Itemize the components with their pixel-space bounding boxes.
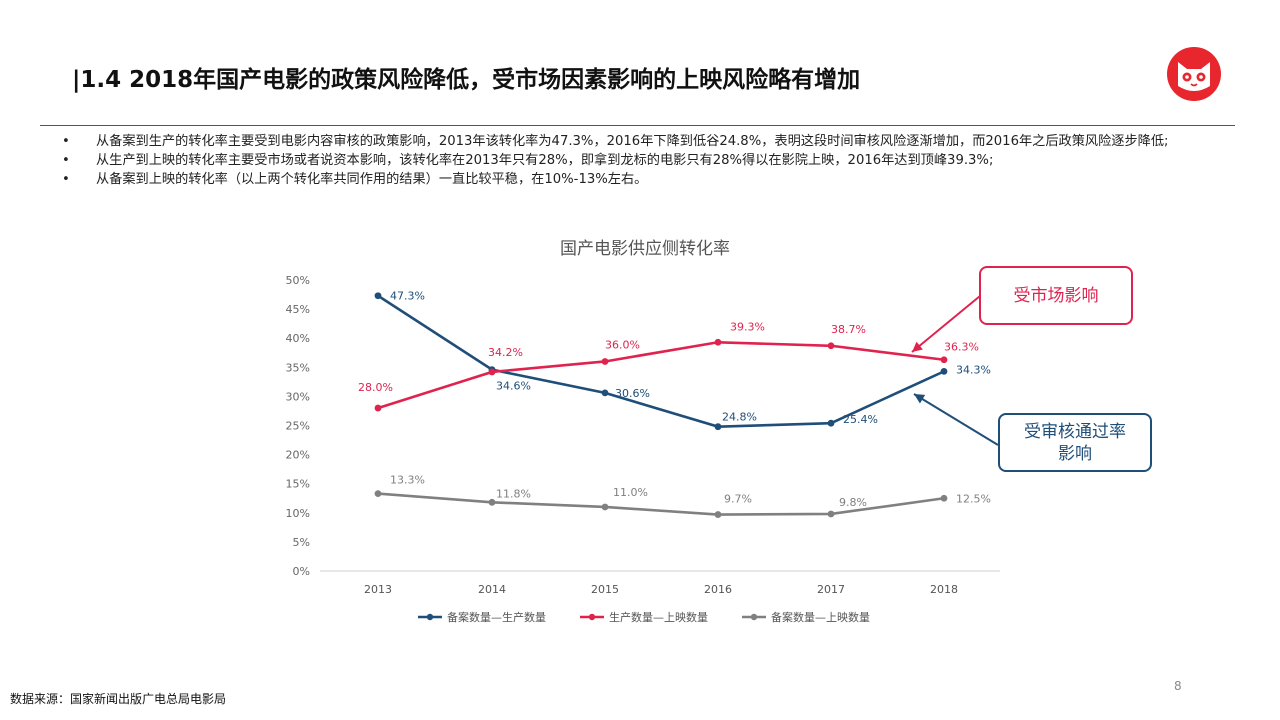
y-tick-label: 10% <box>286 507 310 520</box>
data-label: 9.7% <box>724 493 752 506</box>
data-label: 34.3% <box>956 363 991 376</box>
data-label: 34.2% <box>488 346 523 359</box>
series-production-release-point <box>374 404 382 412</box>
x-tick-label: 2017 <box>817 583 845 596</box>
data-source: 数据来源：国家新闻出版广电总局电影局 <box>10 692 227 706</box>
series-production-release-point <box>488 368 496 376</box>
data-label: 13.3% <box>390 474 425 487</box>
series-review-release-point <box>374 490 382 497</box>
y-tick-label: 35% <box>286 361 310 374</box>
legend-swatch-marker <box>426 613 434 621</box>
data-label: 9.8% <box>839 496 867 509</box>
series-review-production-point <box>827 419 835 427</box>
bullet-list: • 从备案到生产的转化率主要受到电影内容审核的政策影响，2013年该转化率为47… <box>62 132 1222 189</box>
series-production-release-line <box>377 340 945 410</box>
series-review-release-point <box>940 494 948 502</box>
series-production-release-point <box>940 356 948 364</box>
y-tick-label: 25% <box>286 420 310 433</box>
bullet-text: 从生产到上映的转化率主要受市场或者说资本影响，该转化率在2013年只有28%，即… <box>96 153 994 168</box>
chart-title: 国产电影供应侧转化率 <box>560 239 730 259</box>
series-review-production-line <box>377 294 945 428</box>
legend-swatch-marker <box>588 613 596 621</box>
data-label: 39.3% <box>730 320 765 333</box>
y-tick-label: 15% <box>286 478 310 491</box>
series-production-release-point <box>601 358 609 365</box>
data-label: 11.0% <box>613 486 648 499</box>
series-review-production-point <box>940 367 948 375</box>
series-review-release-point <box>714 511 722 518</box>
data-label: 25.4% <box>843 413 878 426</box>
market-arrow <box>911 295 981 353</box>
legend-label: 生产数量—上映数量 <box>609 610 708 624</box>
bullet-item: • 从备案到上映的转化率（以上两个转化率共同作用的结果）一直比较平稳，在10%-… <box>62 170 1222 189</box>
bullet-text: 从备案到生产的转化率主要受到电影内容审核的政策影响，2013年该转化率为47.3… <box>96 134 1169 149</box>
data-label: 36.0% <box>605 338 640 351</box>
series-review-release-point <box>488 498 496 506</box>
bullet-item: • 从备案到生产的转化率主要受到电影内容审核的政策影响，2013年该转化率为47… <box>62 132 1222 151</box>
series-review-production-point <box>374 292 382 300</box>
callout-review-influence: 受审核通过率 影响 <box>998 413 1152 472</box>
data-label: 24.8% <box>722 411 757 424</box>
review-arrow-head <box>914 394 926 404</box>
bullet-symbol: • <box>62 172 70 187</box>
y-tick-label: 50% <box>286 274 310 287</box>
bullet-symbol: • <box>62 134 70 149</box>
x-tick-label: 2016 <box>704 583 732 596</box>
callout-market-influence: 受市场影响 <box>979 266 1133 325</box>
y-tick-label: 20% <box>286 449 310 462</box>
legend-label: 备案数量—生产数量 <box>447 610 546 624</box>
y-tick-label: 40% <box>286 332 310 345</box>
series-production-release-point <box>827 342 835 350</box>
data-label: 11.8% <box>496 487 531 500</box>
review-arrow <box>913 393 999 446</box>
x-tick-label: 2014 <box>478 583 506 596</box>
bullet-symbol: • <box>62 153 70 168</box>
y-tick-label: 5% <box>293 536 310 549</box>
bullet-item: • 从生产到上映的转化率主要受市场或者说资本影响，该转化率在2013年只有28%… <box>62 151 1222 170</box>
legend-label: 备案数量—上映数量 <box>771 610 870 624</box>
series-review-release-point <box>601 503 609 511</box>
data-label: 38.7% <box>831 323 866 336</box>
series-production-release-point <box>714 338 722 346</box>
x-tick-label: 2015 <box>591 583 619 596</box>
y-tick-label: 45% <box>286 303 310 316</box>
data-label: 36.3% <box>944 341 979 354</box>
series-review-release-line <box>377 492 945 516</box>
title-divider <box>40 125 1235 126</box>
data-label: 47.3% <box>390 290 425 303</box>
data-label: 30.6% <box>615 387 650 400</box>
legend-swatch-marker <box>750 613 758 621</box>
x-tick-label: 2018 <box>930 583 958 596</box>
data-label: 28.0% <box>358 381 393 394</box>
conversion-rate-chart: 国产电影供应侧转化率 0% 5% 10% 15% 20% 25% 30% 35% 40% 45% 50… <box>286 239 1000 624</box>
market-arrow-head <box>912 341 923 352</box>
page-number: 8 <box>1174 679 1182 693</box>
series-review-production-point <box>601 389 609 397</box>
bullet-text: 从备案到上映的转化率（以上两个转化率共同作用的结果）一直比较平稳，在10%-13… <box>96 172 648 187</box>
y-tick-label: 0% <box>293 565 310 578</box>
cat-face-logo-icon <box>1167 47 1221 101</box>
series-review-production-point <box>714 423 722 431</box>
data-label: 34.6% <box>496 380 531 393</box>
y-tick-label: 30% <box>286 390 310 403</box>
x-tick-label: 2013 <box>364 583 392 596</box>
slide-title: |1.4 2018年国产电影的政策风险降低，受市场因素影响的上映风险略有增加 <box>72 67 861 93</box>
data-label: 12.5% <box>956 492 991 505</box>
series-review-release-point <box>827 510 835 518</box>
